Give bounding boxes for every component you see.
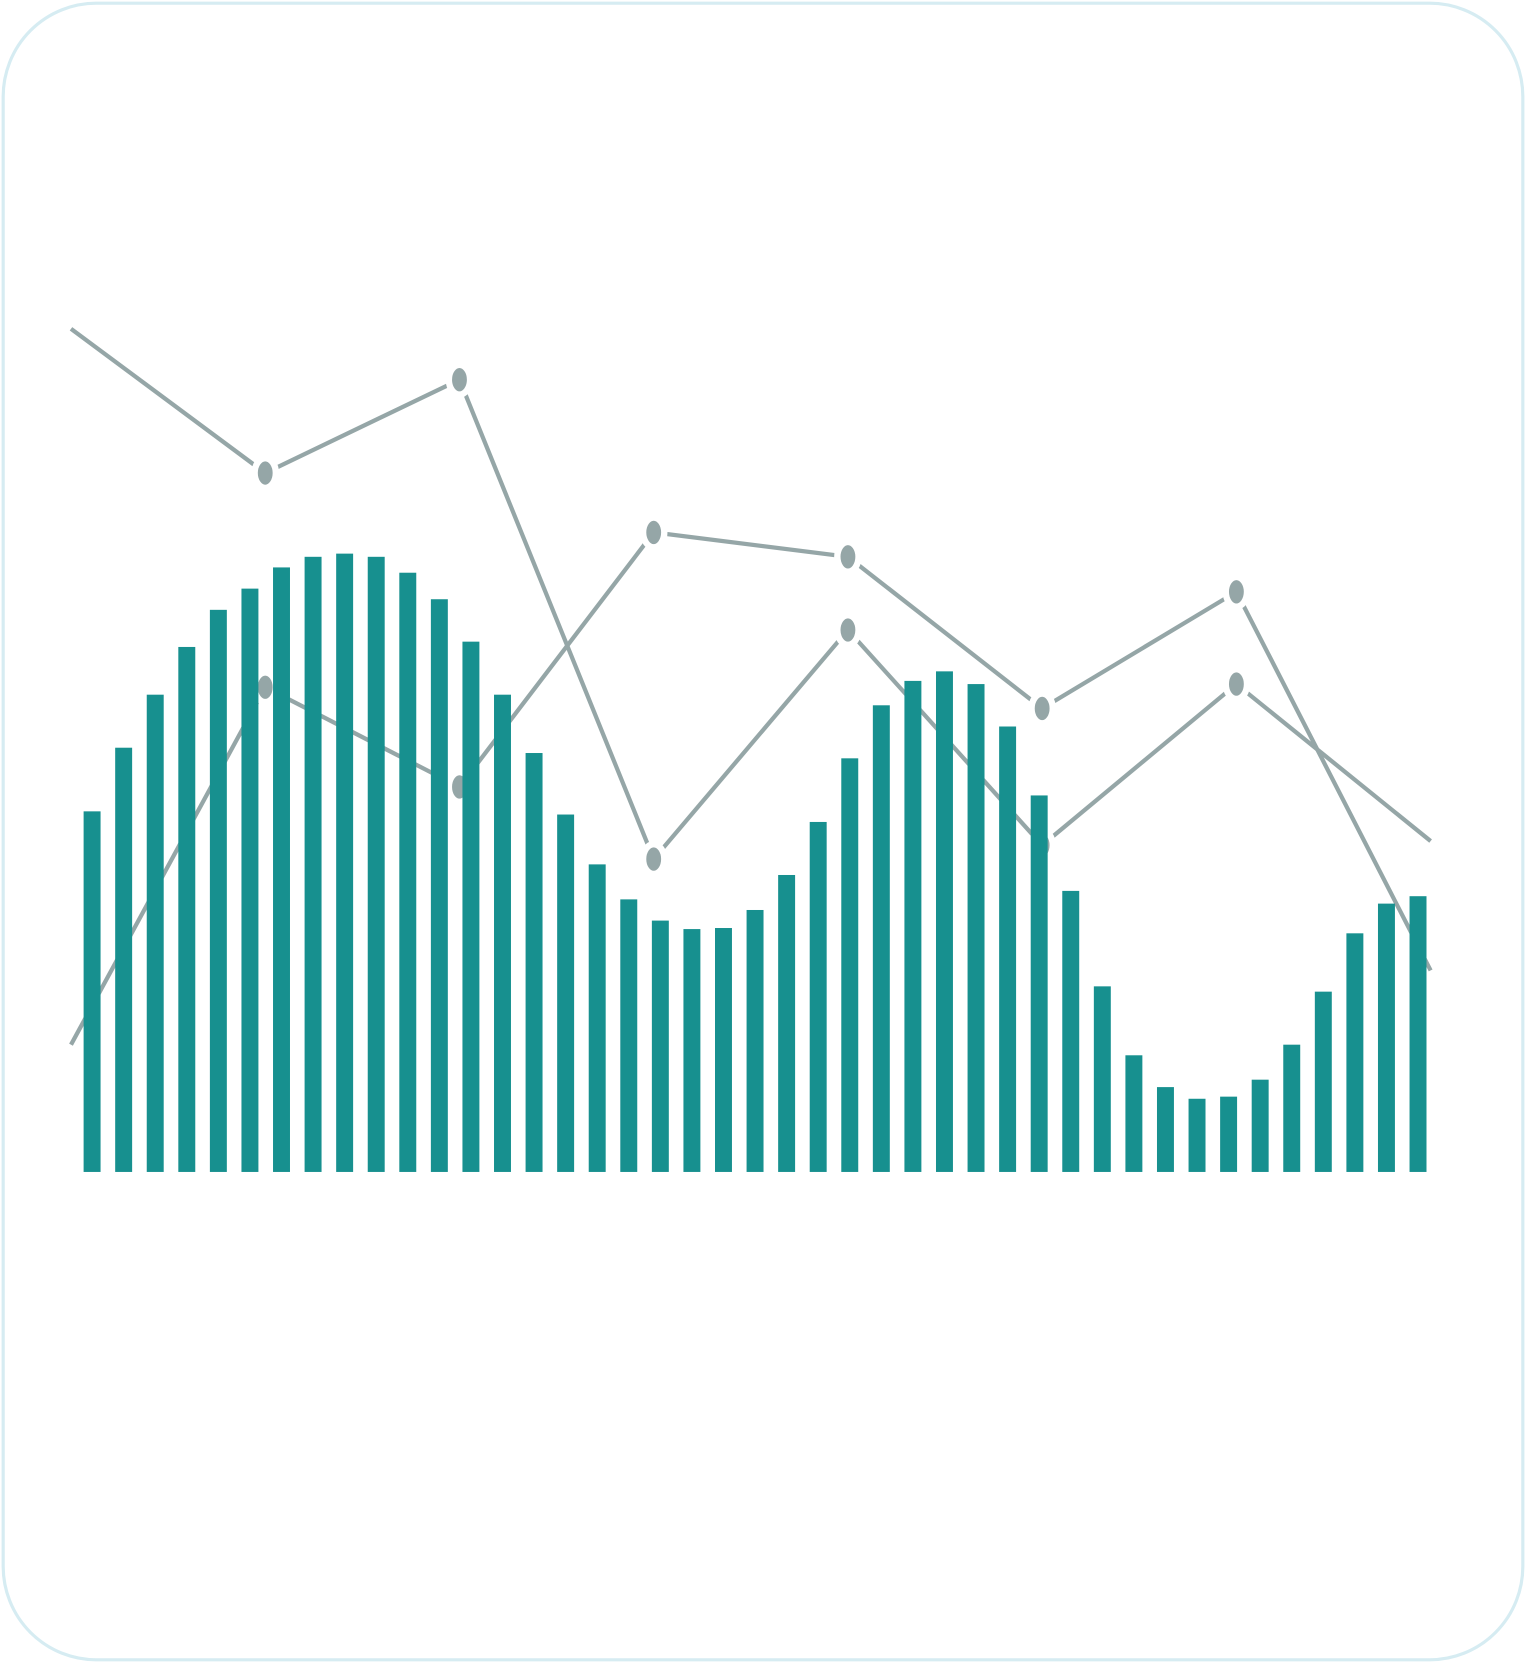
bar: [746, 909, 764, 1172]
bar: [1409, 896, 1427, 1172]
bar: [904, 680, 922, 1172]
bar: [1125, 1055, 1143, 1172]
bar-layer: [83, 553, 1427, 1172]
bar: [620, 899, 638, 1172]
line-marker: [445, 361, 474, 398]
line-marker: [834, 611, 862, 649]
bar: [872, 705, 890, 1172]
bar: [430, 599, 448, 1172]
line-marker: [639, 841, 668, 878]
bar: [1220, 1096, 1238, 1172]
bar: [399, 572, 417, 1172]
bar: [778, 874, 796, 1172]
bar: [588, 864, 606, 1172]
bar: [1283, 1044, 1301, 1172]
line-marker: [1222, 573, 1251, 610]
bar: [525, 753, 543, 1172]
bar: [304, 556, 322, 1172]
bar: [1314, 991, 1332, 1172]
line-marker: [1222, 666, 1251, 703]
line-marker: [251, 454, 280, 492]
bar: [494, 694, 511, 1172]
bar: [273, 567, 290, 1172]
bar: [967, 684, 985, 1172]
line-marker: [1028, 690, 1056, 727]
line: [69, 327, 1432, 864]
bar: [935, 671, 953, 1172]
bar: [651, 920, 669, 1172]
line-marker: [834, 538, 862, 575]
bar: [1062, 890, 1080, 1172]
bar: [1346, 933, 1364, 1172]
bar: [841, 758, 859, 1172]
bar: [1093, 986, 1111, 1172]
bar: [557, 814, 575, 1172]
line: [69, 530, 1433, 1046]
bar: [241, 588, 259, 1172]
bar: [683, 929, 701, 1172]
bar: [115, 747, 133, 1172]
bar: [1251, 1079, 1269, 1172]
bar: [999, 726, 1017, 1172]
line-marker: [639, 514, 668, 551]
bar: [83, 811, 101, 1172]
bar: [715, 928, 732, 1172]
bar: [1377, 903, 1395, 1172]
bar: [1156, 1087, 1174, 1172]
bar: [178, 646, 196, 1172]
bar: [367, 556, 385, 1172]
bar: [336, 553, 354, 1172]
bar: [809, 821, 827, 1172]
bar: [462, 641, 480, 1172]
bar: [1030, 795, 1048, 1172]
bar: [209, 609, 227, 1172]
bar: [146, 694, 164, 1172]
bar: [1188, 1098, 1206, 1172]
